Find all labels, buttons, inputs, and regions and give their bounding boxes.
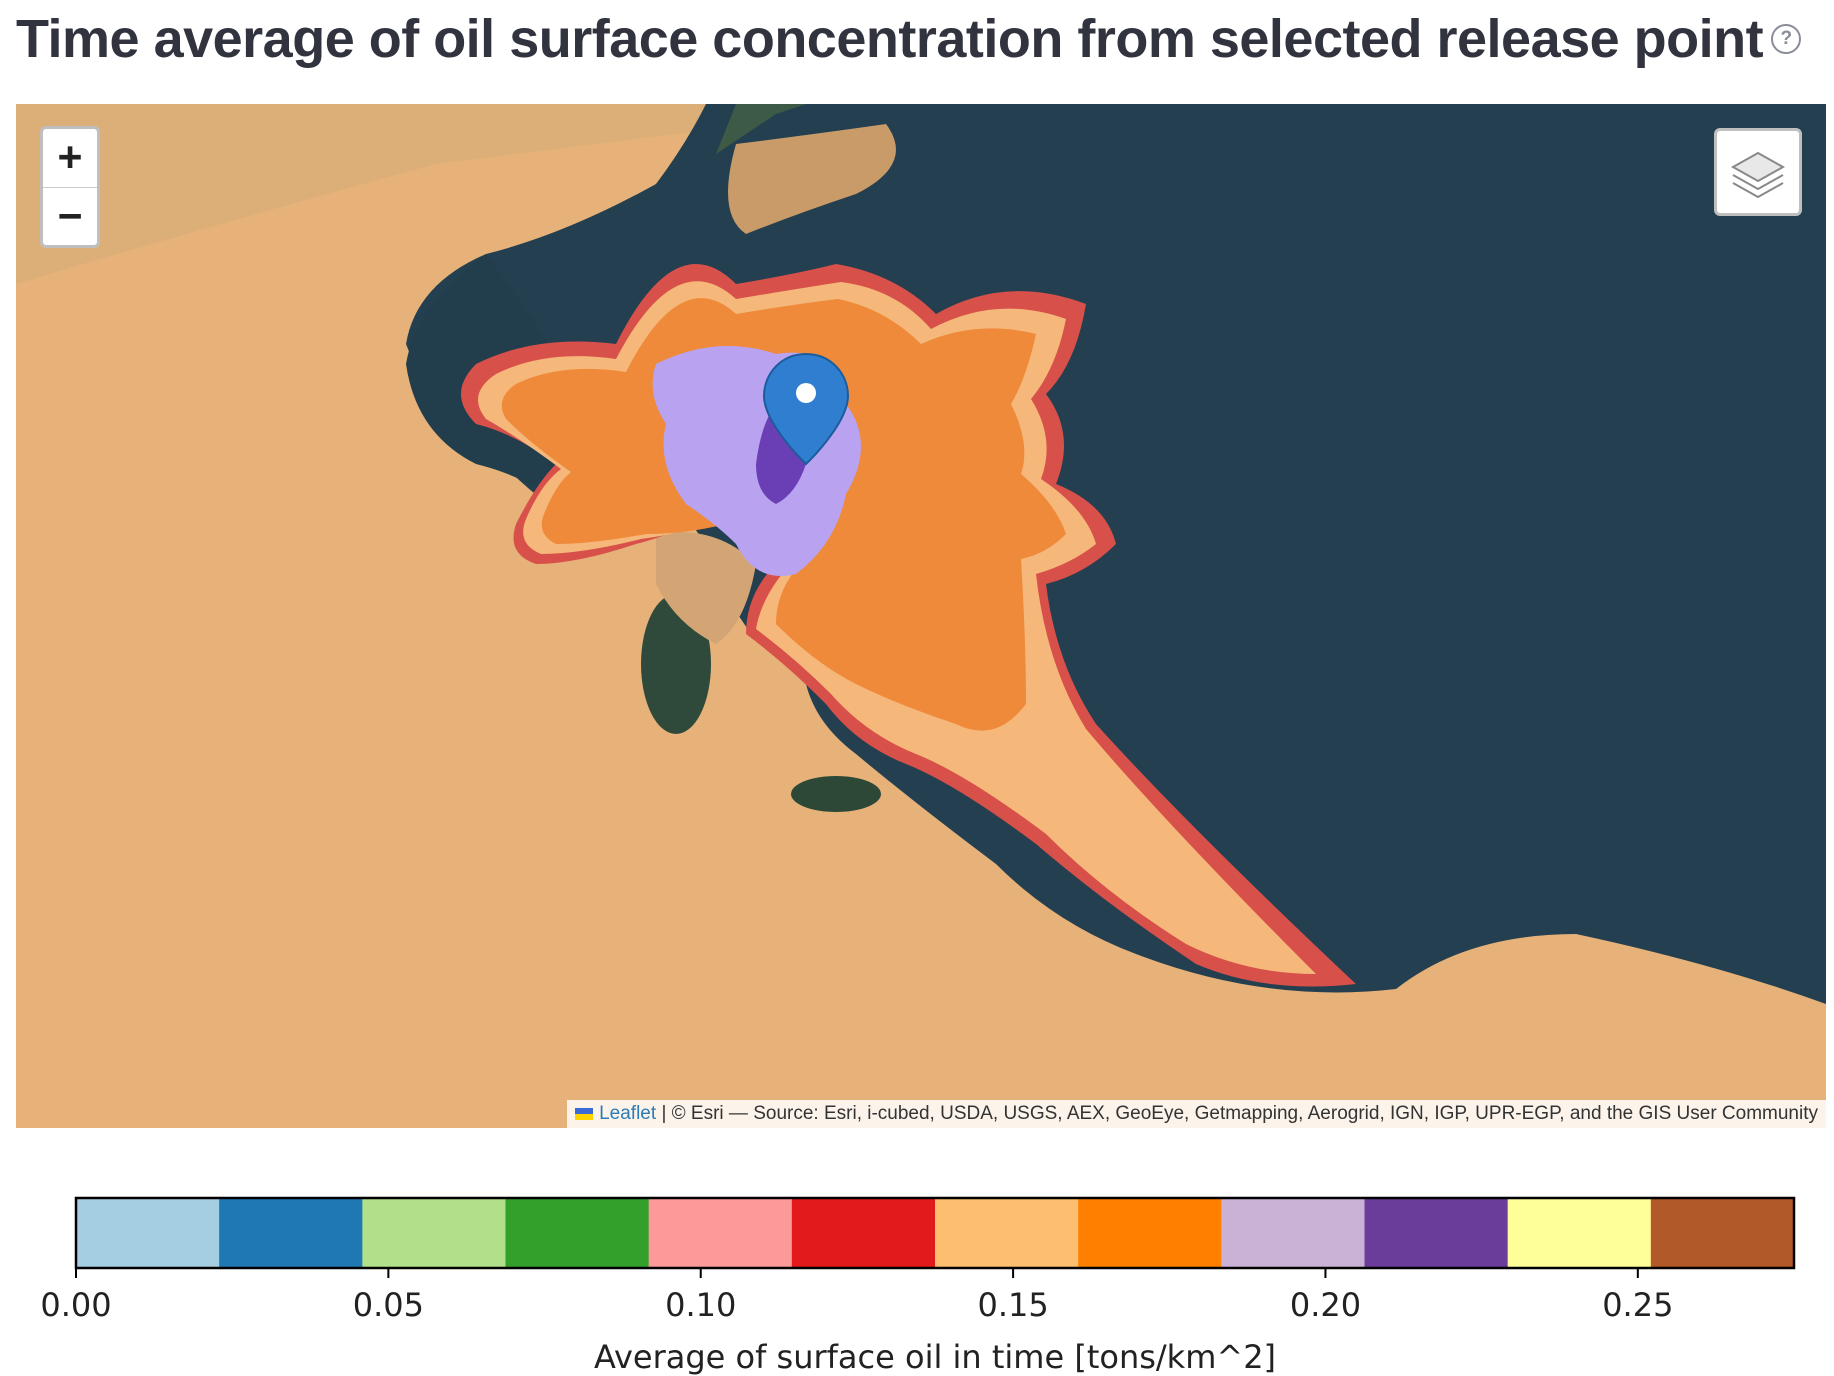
colorbar-swatch (935, 1198, 1079, 1268)
colorbar-frame (74, 1196, 1796, 1270)
colorbar-swatch (648, 1198, 793, 1268)
colorbar-swatch (791, 1198, 936, 1268)
colorbar-tick-label: 0.05 (353, 1286, 424, 1324)
zoom-in-button[interactable]: + (43, 129, 97, 188)
satellite-basemap (16, 104, 1826, 1128)
colorbar-tick-label: 0.10 (665, 1286, 736, 1324)
map-attribution: Leaflet | © Esri — Source: Esri, i-cubed… (567, 1100, 1826, 1128)
colorbar-label: Average of surface oil in time [tons/km^… (594, 1338, 1276, 1376)
colorbar-swatch (1650, 1198, 1795, 1268)
colorbar-tick-label: 0.00 (40, 1286, 111, 1324)
page-title: Time average of oil surface concentratio… (16, 8, 1802, 70)
colorbar-swatch (1221, 1198, 1365, 1268)
map-container[interactable]: + − Leaflet | © Esri — Source: Esri, i-c… (16, 104, 1826, 1128)
colorbar-swatch (362, 1198, 506, 1268)
leaflet-link[interactable]: Leaflet (599, 1103, 657, 1124)
colorbar-swatch (1364, 1198, 1509, 1268)
question-circle-icon[interactable]: ? (1771, 23, 1802, 54)
page-title-text: Time average of oil surface concentratio… (16, 9, 1764, 69)
map-marker-icon[interactable] (762, 352, 850, 466)
attribution-text: | © Esri — Source: Esri, i-cubed, USDA, … (661, 1103, 1818, 1124)
colorbar-swatch (505, 1198, 650, 1268)
colorbar-swatch (219, 1198, 363, 1268)
layers-button[interactable] (1714, 128, 1802, 216)
colorbar-tick-label: 0.15 (977, 1286, 1048, 1324)
colorbar-swatch (1078, 1198, 1222, 1268)
layers-icon (1730, 151, 1786, 199)
zoom-out-button[interactable]: − (57, 193, 83, 239)
colorbar-tick-label: 0.25 (1602, 1286, 1673, 1324)
colorbar-swatch (1507, 1198, 1652, 1268)
colorbar-swatch (76, 1198, 220, 1268)
colorbar-tick-label: 0.20 (1290, 1286, 1361, 1324)
ukraine-flag-icon (575, 1107, 594, 1120)
zoom-control: + − (40, 126, 100, 248)
